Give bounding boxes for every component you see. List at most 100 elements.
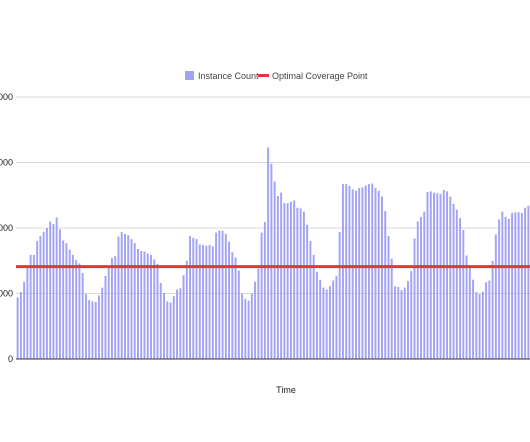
bar [65,243,68,359]
bar [81,273,84,359]
bar [143,251,146,359]
bar [52,224,55,359]
bar [221,230,224,359]
bar [351,189,354,359]
bar [117,236,120,359]
bar [176,289,179,359]
bar [254,281,257,359]
bar [289,201,292,359]
bar [202,245,205,359]
bar [332,280,335,359]
bar [299,208,302,359]
bar [390,258,393,359]
bar [280,192,283,359]
bar [397,286,400,359]
bar [309,241,312,359]
y-axis-tick-labels: 0 1000 2000 3000 4000 [0,92,13,364]
bar [137,248,139,359]
bar [244,298,247,359]
bar [524,207,527,359]
bar-series-instance-count [16,147,530,360]
bar [374,188,377,359]
bar [270,163,273,359]
bar [403,287,406,359]
bar [429,191,432,359]
bar [166,301,169,359]
bar [436,193,439,359]
bar [195,239,198,359]
bar [367,184,370,359]
bar [198,244,201,360]
bar [420,216,422,359]
bar [224,233,227,359]
bar [26,267,29,359]
bar [101,287,104,359]
bar [205,245,208,359]
bar [247,300,250,359]
bar [159,283,162,359]
bar [110,258,113,359]
bar [315,271,318,359]
bar [192,237,195,359]
legend-label-instance-count: Instance Count [198,71,259,81]
bar [127,235,130,359]
bar [45,228,48,359]
bar [208,245,211,359]
bar [465,255,468,359]
bar [481,291,484,359]
bar [257,268,260,359]
bar [163,292,165,359]
bar [433,192,436,359]
bar [97,295,100,359]
bar [185,260,188,359]
bar [446,191,449,359]
bar [527,205,530,359]
bar [42,231,45,359]
bar [91,301,94,359]
bar [475,292,478,359]
bar [267,147,270,359]
bar [410,271,413,359]
bar [49,221,52,359]
bar [78,263,81,359]
legend-swatch-instance-count [185,71,194,80]
legend-label-optimal-coverage: Optimal Coverage Point [272,71,368,81]
bar [182,275,185,359]
bar [260,232,263,359]
bar [312,254,315,359]
bar [107,267,110,359]
bar [23,281,26,359]
legend: Instance Count Optimal Coverage Point [185,71,368,81]
bar [426,191,429,359]
bar [68,249,71,359]
bar [354,190,357,359]
bar [120,231,123,359]
bar [286,203,289,359]
bar [341,184,344,359]
legend-swatch-optimal-coverage [258,74,269,77]
bar [55,217,58,359]
bar [501,211,504,360]
bar [468,267,471,359]
bar [423,211,426,360]
bar [322,287,325,359]
bar [442,190,445,359]
bar [237,270,240,359]
bar [491,260,494,359]
bar [514,212,517,359]
bar [462,229,465,359]
bar [504,216,507,359]
bar [58,229,61,359]
bar [348,186,351,359]
x-axis-title: Time [276,385,296,395]
y-tick-label: 2000 [0,223,13,233]
bar [211,246,214,359]
bar [358,188,361,359]
bar [494,234,497,359]
bar [169,302,172,359]
bar [459,218,462,359]
bar [215,232,218,359]
bar [394,286,396,359]
bar [439,193,442,359]
